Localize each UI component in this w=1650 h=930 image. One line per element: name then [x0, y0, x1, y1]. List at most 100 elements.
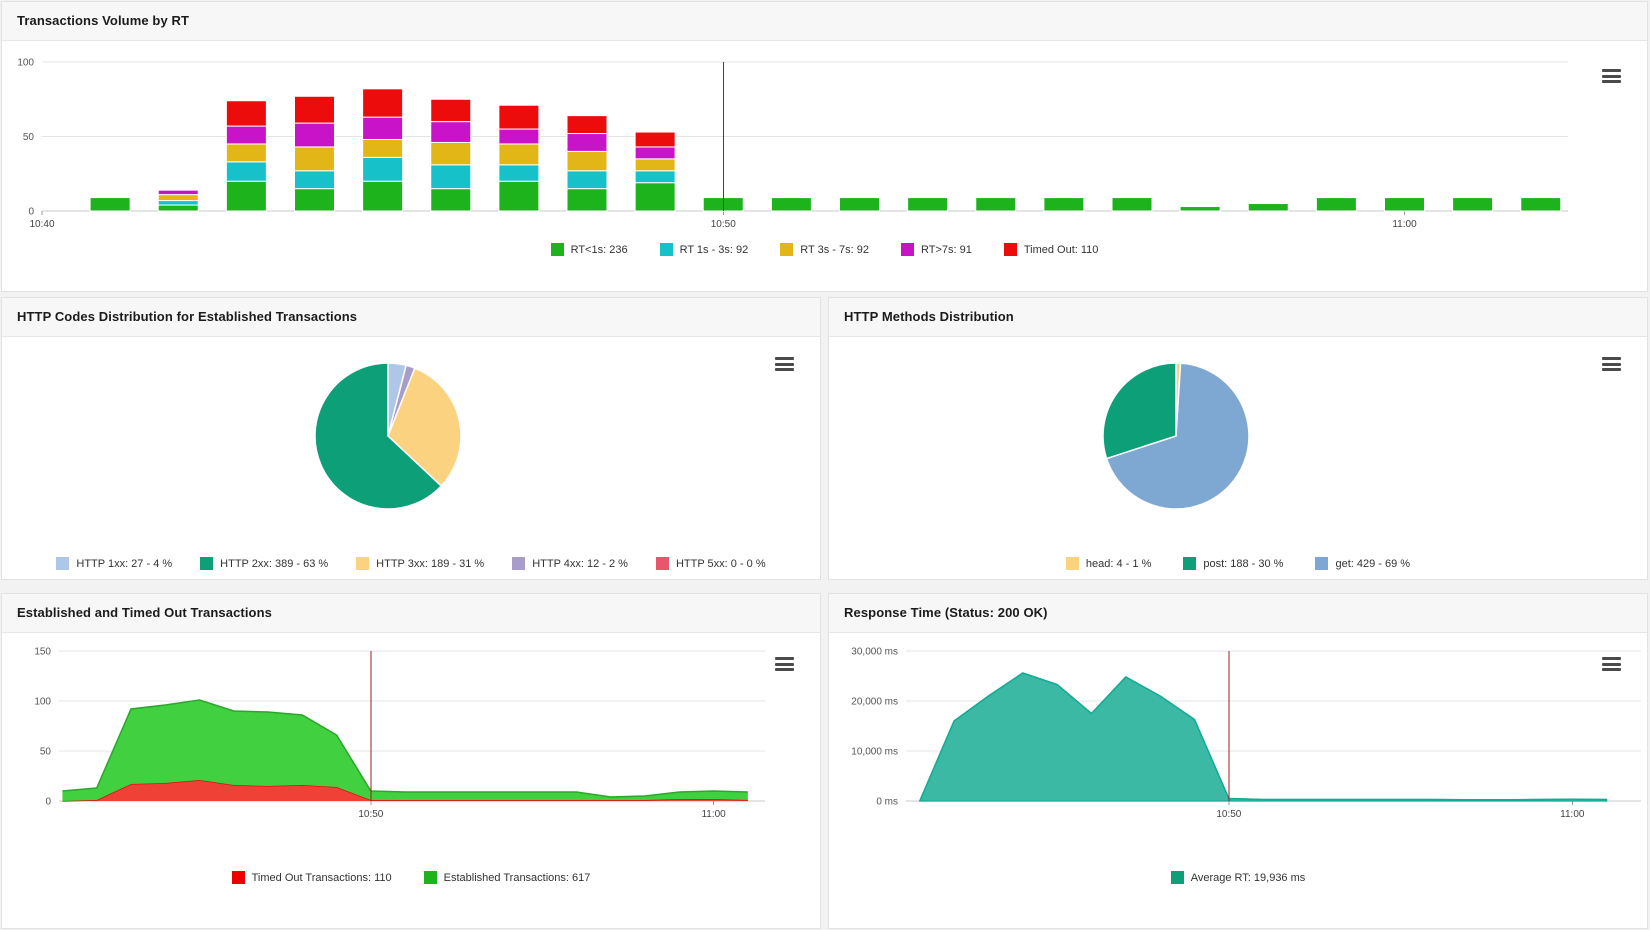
bar-segment[interactable]	[1247, 203, 1289, 212]
y-axis-tick-label: 0	[28, 207, 34, 218]
bar-segment[interactable]	[89, 197, 131, 212]
bar-segment[interactable]	[430, 188, 472, 212]
legend-swatch-icon	[659, 243, 673, 256]
hamburger-menu-icon[interactable]	[1602, 657, 1621, 674]
bar-segment[interactable]	[566, 170, 608, 190]
bar-segment[interactable]	[225, 143, 267, 163]
legend-item[interactable]: HTTP 4xx: 12 - 2 %	[512, 557, 628, 570]
bar-segment[interactable]	[566, 188, 608, 212]
pie-slice[interactable]	[314, 362, 443, 510]
legend-item[interactable]: HTTP 2xx: 389 - 63 %	[200, 557, 328, 570]
area-series[interactable]	[918, 672, 1608, 802]
legend-item[interactable]: RT>7s: 91	[900, 243, 972, 256]
legend-item[interactable]: Timed Out: 110	[1003, 243, 1099, 256]
bar-segment[interactable]	[634, 170, 676, 184]
bar-segment[interactable]	[294, 95, 335, 124]
bar-segment[interactable]	[634, 146, 676, 160]
bar-segment[interactable]	[498, 180, 540, 212]
bar-segment[interactable]	[566, 115, 608, 135]
hamburger-menu-icon[interactable]	[775, 357, 794, 374]
y-axis-tick-label: 100	[17, 58, 34, 69]
bar-segment[interactable]	[362, 116, 404, 140]
bar-segment[interactable]	[1111, 197, 1153, 212]
y-axis-tick-label: 30,000 ms	[851, 647, 898, 658]
legend-item[interactable]: Timed Out Transactions: 110	[231, 871, 392, 884]
legend-item[interactable]: HTTP 3xx: 189 - 31 %	[356, 557, 484, 570]
panel-established-timedout: Established and Timed Out Transactions 0…	[1, 593, 821, 929]
bar-segment[interactable]	[498, 143, 540, 166]
legend-label: Timed Out: 110	[1023, 243, 1099, 256]
bar-segment[interactable]	[157, 200, 199, 206]
bar-segment[interactable]	[430, 164, 472, 190]
panel-title: HTTP Methods Distribution	[844, 309, 1014, 324]
bar-segment[interactable]	[157, 189, 199, 196]
bar-segment[interactable]	[1452, 197, 1494, 212]
bar-segment[interactable]	[770, 197, 812, 212]
hamburger-menu-icon[interactable]	[1602, 69, 1621, 86]
bar-segment[interactable]	[839, 197, 880, 212]
area-series-edge	[62, 699, 748, 798]
bar-segment[interactable]	[498, 128, 540, 145]
bar-segment[interactable]	[225, 125, 267, 145]
bar-segment[interactable]	[566, 133, 608, 152]
legend-item[interactable]: Average RT: 19,936 ms	[1170, 871, 1305, 884]
pie-slice[interactable]	[1105, 362, 1250, 510]
x-axis-tick-label: 11:00	[1560, 809, 1585, 820]
bar-segment[interactable]	[1384, 197, 1425, 212]
bar-segment[interactable]	[907, 197, 949, 212]
x-axis-tick-label: 11:00	[701, 809, 726, 820]
legend-swatch-icon	[1183, 557, 1197, 570]
bar-segment[interactable]	[225, 161, 267, 182]
legend-label: HTTP 4xx: 12 - 2 %	[532, 557, 628, 570]
bar-segment[interactable]	[566, 150, 608, 172]
legend-item[interactable]: RT 3s - 7s: 92	[780, 243, 869, 256]
bar-segment[interactable]	[430, 141, 472, 166]
bar-segment[interactable]	[975, 197, 1017, 212]
bar-segment[interactable]	[1043, 197, 1085, 212]
bar-segment[interactable]	[1179, 206, 1221, 212]
hamburger-menu-icon[interactable]	[1602, 357, 1621, 374]
bar-segment[interactable]	[1520, 197, 1562, 212]
legend-label: Established Transactions: 617	[443, 871, 591, 884]
legend-item[interactable]: head: 4 - 1 %	[1065, 557, 1151, 570]
legend-label: Timed Out Transactions: 110	[251, 871, 392, 884]
bar-segment[interactable]	[498, 104, 540, 130]
bar-segment[interactable]	[362, 156, 404, 182]
legend-item[interactable]: get: 429 - 69 %	[1315, 557, 1410, 570]
bar-segment[interactable]	[634, 158, 676, 172]
bar-segment[interactable]	[430, 121, 472, 143]
pie-slice[interactable]	[387, 367, 462, 488]
legend-item[interactable]: post: 188 - 30 %	[1183, 557, 1283, 570]
legend-swatch-icon	[1003, 243, 1017, 256]
bar-segment[interactable]	[225, 180, 267, 212]
legend-item[interactable]: RT 1s - 3s: 92	[659, 243, 749, 256]
bar-segment[interactable]	[157, 194, 199, 202]
legend-item[interactable]: HTTP 5xx: 0 - 0 %	[655, 557, 766, 570]
y-axis-tick-label: 20,000 ms	[851, 697, 898, 708]
panel-header: Transactions Volume by RT	[2, 2, 1647, 41]
hamburger-menu-icon[interactable]	[775, 657, 794, 674]
pie-slice[interactable]	[1102, 362, 1177, 460]
bar-segment[interactable]	[294, 170, 335, 190]
bar-segment[interactable]	[430, 98, 472, 123]
bar-segment[interactable]	[225, 100, 267, 127]
legend-label: RT 1s - 3s: 92	[679, 243, 749, 256]
bar-segment[interactable]	[362, 88, 404, 118]
bar-segment[interactable]	[362, 180, 404, 212]
legend-item[interactable]: RT<1s: 236	[550, 243, 628, 256]
area-series[interactable]	[62, 700, 748, 801]
bar-segment[interactable]	[362, 138, 404, 158]
bar-segment[interactable]	[294, 146, 335, 172]
http-methods-legend: head: 4 - 1 % post: 188 - 30 % get: 429 - …	[829, 557, 1647, 570]
bar-segment[interactable]	[634, 131, 676, 148]
bar-segment[interactable]	[1315, 197, 1357, 212]
panel-http-methods: HTTP Methods Distribution head: 4 - 1 % p…	[828, 297, 1648, 580]
bar-segment[interactable]	[157, 204, 199, 212]
bar-segment[interactable]	[294, 122, 335, 148]
bar-segment[interactable]	[634, 182, 676, 212]
panel-transactions-volume: Transactions Volume by RT 0 50 100 10:40 10:…	[1, 1, 1648, 292]
legend-item[interactable]: Established Transactions: 617	[423, 871, 591, 884]
legend-item[interactable]: HTTP 1xx: 27 - 4 %	[56, 557, 172, 570]
bar-segment[interactable]	[294, 188, 335, 212]
bar-segment[interactable]	[498, 164, 540, 182]
